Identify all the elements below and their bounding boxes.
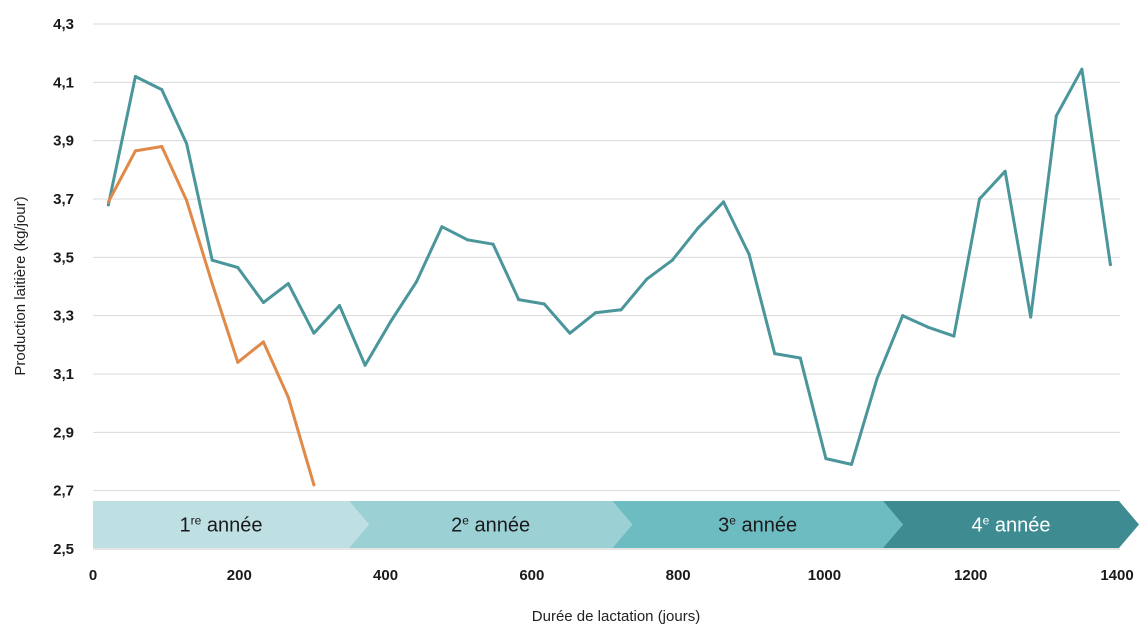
data-point: [1029, 315, 1033, 319]
data-point: [106, 203, 110, 207]
data-point: [465, 238, 469, 242]
x-tick-label: 1400: [1100, 567, 1133, 584]
data-point: [491, 242, 495, 246]
year-phase-arrows: 1re année 2e année 3e année 4e année: [93, 501, 1139, 548]
phase-label: 1re année: [180, 514, 263, 537]
series-line-1: [106, 67, 1112, 466]
data-point: [977, 197, 981, 201]
y-tick-label: 3,5: [53, 249, 74, 266]
data-point: [593, 311, 597, 315]
data-point: [236, 266, 240, 270]
y-tick-label: 3,3: [53, 308, 74, 325]
data-point: [1003, 169, 1007, 173]
data-point: [875, 376, 879, 380]
phase-arrow: [93, 501, 369, 548]
data-point: [1108, 263, 1112, 267]
x-tick-label: 600: [519, 567, 544, 584]
data-point: [952, 334, 956, 338]
data-point: [286, 282, 290, 286]
phase-year-number: 3: [718, 515, 729, 537]
x-tick-label: 1000: [808, 567, 841, 584]
y-tick-label: 2,7: [53, 483, 74, 500]
phase-arrow: [882, 501, 1139, 548]
data-point: [160, 88, 164, 92]
x-tick-label: 400: [373, 567, 398, 584]
data-point: [312, 483, 316, 487]
data-point: [517, 298, 521, 302]
data-point: [619, 308, 623, 312]
phase-label: 2e année: [451, 514, 530, 537]
x-tick-label: 800: [666, 567, 691, 584]
y-tick-label: 2,9: [53, 424, 74, 441]
data-point: [440, 225, 444, 229]
phase-year-number: 2: [451, 515, 462, 537]
data-point: [160, 145, 164, 148]
data-point: [849, 462, 853, 466]
y-tick-label: 3,9: [53, 133, 74, 150]
phase-year-number: 4: [971, 515, 982, 537]
data-point: [261, 340, 265, 344]
data-point: [185, 142, 189, 146]
phase-year-word: année: [989, 515, 1050, 537]
data-point: [696, 226, 700, 230]
data-point: [106, 200, 110, 204]
data-point: [721, 200, 725, 204]
data-point: [312, 331, 316, 335]
data-point: [236, 360, 240, 364]
data-point: [286, 395, 290, 399]
data-point: [210, 258, 214, 262]
data-point: [926, 325, 930, 329]
data-point: [542, 302, 546, 306]
data-point: [337, 303, 341, 307]
phase-label: 3e année: [718, 514, 797, 537]
data-series: [106, 67, 1112, 487]
data-point: [645, 277, 649, 281]
y-axis-title: Production laitière (kg/jour): [12, 196, 29, 375]
x-tick-label: 0: [89, 567, 97, 584]
x-tick-label: 1200: [954, 567, 987, 584]
x-axis-title: Durée de lactation (jours): [532, 608, 700, 625]
data-point: [133, 75, 137, 78]
data-point: [389, 320, 393, 323]
gridlines: [93, 23, 1120, 492]
data-point: [261, 301, 265, 305]
data-point: [414, 280, 418, 284]
phase-year-word: année: [201, 515, 262, 537]
phase-arrow: [349, 501, 633, 548]
data-point: [1080, 67, 1084, 71]
phase-year-word: année: [469, 515, 530, 537]
y-axis-tick-labels: 2,5 2,7 2,9 3,1 3,3 3,5 3,7 3,9 4,1 4,3: [53, 16, 74, 558]
x-axis-tick-labels: 0 200 400 600 800 1000 1200 1400: [89, 567, 1134, 584]
data-point: [773, 352, 777, 356]
phase-ordinal-suffix: e: [462, 514, 469, 528]
phase-year-number: 1: [180, 515, 191, 537]
phase-ordinal-suffix: re: [191, 514, 202, 528]
y-tick-label: 3,7: [53, 191, 74, 208]
data-point: [363, 363, 367, 367]
data-point: [824, 457, 828, 461]
y-tick-label: 4,3: [53, 16, 74, 33]
phase-arrow: [612, 501, 903, 548]
y-tick-label: 4,1: [53, 74, 74, 91]
data-point: [210, 282, 214, 286]
y-tick-label: 2,5: [53, 541, 74, 558]
phase-year-word: année: [736, 515, 797, 537]
data-point: [1054, 114, 1058, 118]
data-point: [568, 331, 572, 335]
y-tick-label: 3,1: [53, 366, 74, 383]
data-point: [747, 252, 751, 256]
phase-ordinal-suffix: e: [729, 514, 736, 528]
data-point: [133, 149, 137, 153]
data-point: [901, 314, 905, 318]
phase-ordinal-suffix: e: [983, 514, 990, 528]
x-tick-label: 200: [227, 567, 252, 584]
data-point: [798, 356, 802, 360]
data-point: [185, 198, 189, 202]
data-point: [670, 258, 674, 262]
phase-label: 4e année: [971, 514, 1050, 537]
